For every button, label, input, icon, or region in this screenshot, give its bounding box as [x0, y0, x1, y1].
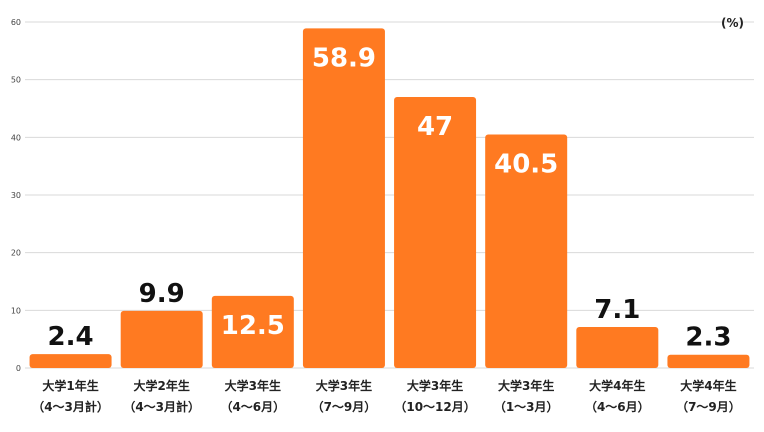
- y-tick-label: 50: [11, 76, 21, 85]
- x-category-label: 大学3年生: [225, 378, 281, 393]
- value-label: 9.9: [139, 279, 185, 309]
- unit-label: (%): [721, 16, 744, 30]
- x-category-label: 大学3年生: [498, 378, 554, 393]
- x-category-label: 大学1年生: [42, 378, 98, 393]
- bar: [29, 354, 112, 368]
- y-tick-label: 10: [11, 306, 21, 315]
- value-label: 58.9: [312, 43, 376, 73]
- y-tick-label: 60: [11, 18, 21, 27]
- x-category-sublabel: （1～3月）: [494, 399, 559, 414]
- bar: [211, 295, 294, 368]
- x-category-label: 大学3年生: [407, 378, 463, 393]
- x-category-sublabel: （4～6月）: [220, 399, 285, 414]
- bars: [29, 28, 750, 369]
- bar: [394, 96, 477, 368]
- x-category-sublabel: （4～6月）: [585, 399, 650, 414]
- bar: [302, 28, 385, 369]
- y-tick-label: 30: [11, 191, 21, 200]
- value-label: 12.5: [221, 311, 285, 341]
- x-category-label: 大学2年生: [134, 378, 190, 393]
- bar: [576, 327, 659, 368]
- x-category-label: 大学4年生: [680, 378, 736, 393]
- value-label: 2.4: [48, 322, 94, 352]
- x-category-sublabel: （7～9月）: [312, 399, 377, 414]
- x-category-label: 大学4年生: [589, 378, 645, 393]
- y-tick-label: 40: [11, 133, 21, 142]
- x-category-sublabel: （4～3月計）: [32, 399, 109, 414]
- y-tick-label: 20: [11, 249, 21, 258]
- x-axis-labels: 大学1年生 （4～3月計） 大学2年生 （4～3月計） 大学3年生 （4～6月） 大学3年生…: [32, 378, 741, 414]
- y-axis-ticks: 0 10 20 30 40 50 60: [11, 18, 21, 373]
- y-tick-label: 0: [16, 364, 21, 373]
- value-label: 7.1: [594, 295, 640, 325]
- x-category-label: 大学3年生: [316, 378, 372, 393]
- value-label: 47: [417, 112, 453, 142]
- bar: [120, 310, 203, 368]
- x-category-sublabel: （10～12月）: [394, 399, 475, 414]
- gridlines: [25, 21, 754, 369]
- value-label: 40.5: [494, 149, 558, 179]
- value-labels: 2.4 9.9 12.5 58.9 47 40.5 7.1 2.3: [48, 43, 732, 352]
- x-category-sublabel: （7～9月）: [676, 399, 741, 414]
- x-category-sublabel: （4～3月計）: [123, 399, 200, 414]
- bar: [667, 354, 750, 368]
- value-label: 2.3: [685, 323, 731, 353]
- bar: [485, 134, 568, 368]
